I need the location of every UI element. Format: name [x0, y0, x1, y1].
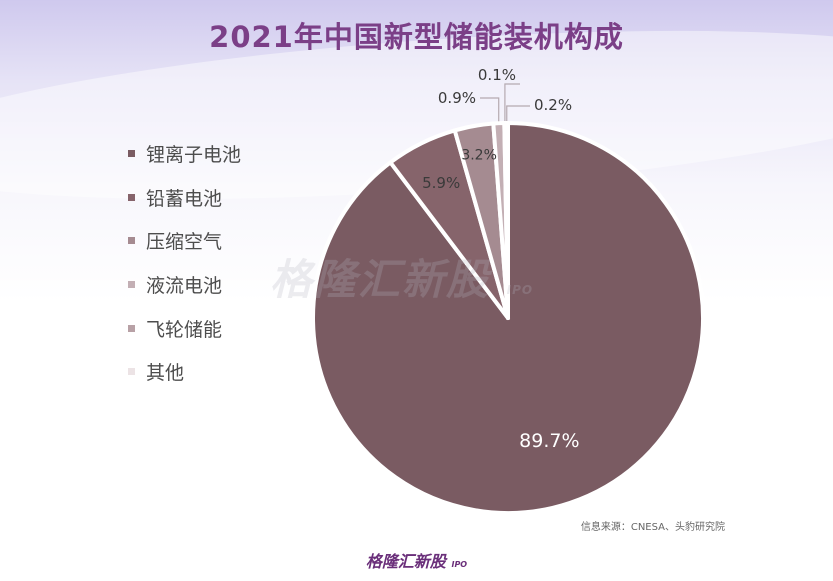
legend-swatch-other [128, 368, 135, 376]
pie-label-leaders [480, 83, 530, 122]
footer-logo: 格隆汇新股 IPO [0, 548, 833, 572]
watermark-text: 格隆汇新股 [270, 255, 491, 304]
legend-item-flow-battery: 液流电池 [128, 263, 298, 307]
legend-label-flywheel: 飞轮储能 [146, 318, 223, 341]
legend-swatch-compressed-air [128, 237, 135, 245]
pie-data-label-2: 5.9% [422, 174, 460, 192]
legend-swatch-flow-battery [128, 281, 135, 289]
footer-logo-text: 格隆汇新股 [365, 552, 446, 571]
source-note: 信息来源：CNESA、头豹研究院 [580, 522, 725, 533]
legend-label-other: 其他 [146, 362, 185, 385]
pie-data-label-3: 3.2% [461, 148, 497, 164]
legend-item-flywheel: 飞轮储能 [128, 306, 298, 350]
legend-label-flow-battery: 液流电池 [146, 275, 223, 298]
watermark-logo: 格隆汇新股 IPO [270, 246, 533, 307]
pie-leader-5 [504, 83, 520, 122]
legend-label-lithium: 锂离子电池 [146, 144, 242, 167]
pie-data-label-4: 0.9% [438, 89, 476, 107]
chart-legend: 锂离子电池 铅蓄电池 压缩空气 液流电池 飞轮储能 其他 [128, 132, 298, 394]
pie-slices [311, 121, 705, 515]
pie-data-label-1: 89.7% [519, 430, 579, 452]
legend-swatch-lead-acid [128, 193, 135, 201]
legend-label-compressed-air: 压缩空气 [146, 231, 223, 254]
footer-logo-sub: IPO [451, 560, 468, 569]
watermark-sub: IPO [506, 283, 534, 297]
pie-slice-6 [503, 121, 510, 320]
pie-leader-4 [480, 97, 500, 122]
legend-item-compressed-air: 压缩空气 [128, 219, 298, 263]
legend-item-lead-acid: 铅蓄电池 [128, 176, 298, 220]
pie-data-label-5: 0.1% [478, 66, 516, 84]
pie-leader-6 [506, 105, 530, 121]
legend-item-lithium: 锂离子电池 [128, 132, 298, 176]
legend-item-other: 其他 [128, 350, 298, 394]
legend-swatch-flywheel [128, 324, 135, 332]
chart-title: 2021年中国新型储能装机构成 [209, 20, 624, 54]
pie-data-label-6: 0.2% [534, 96, 572, 114]
pie-data-labels: 89.7% 5.9%3.2% 0.9%0.1% 0.2% [422, 66, 579, 452]
legend-swatch-lithium [128, 150, 135, 158]
legend-label-lead-acid: 铅蓄电池 [146, 187, 223, 210]
